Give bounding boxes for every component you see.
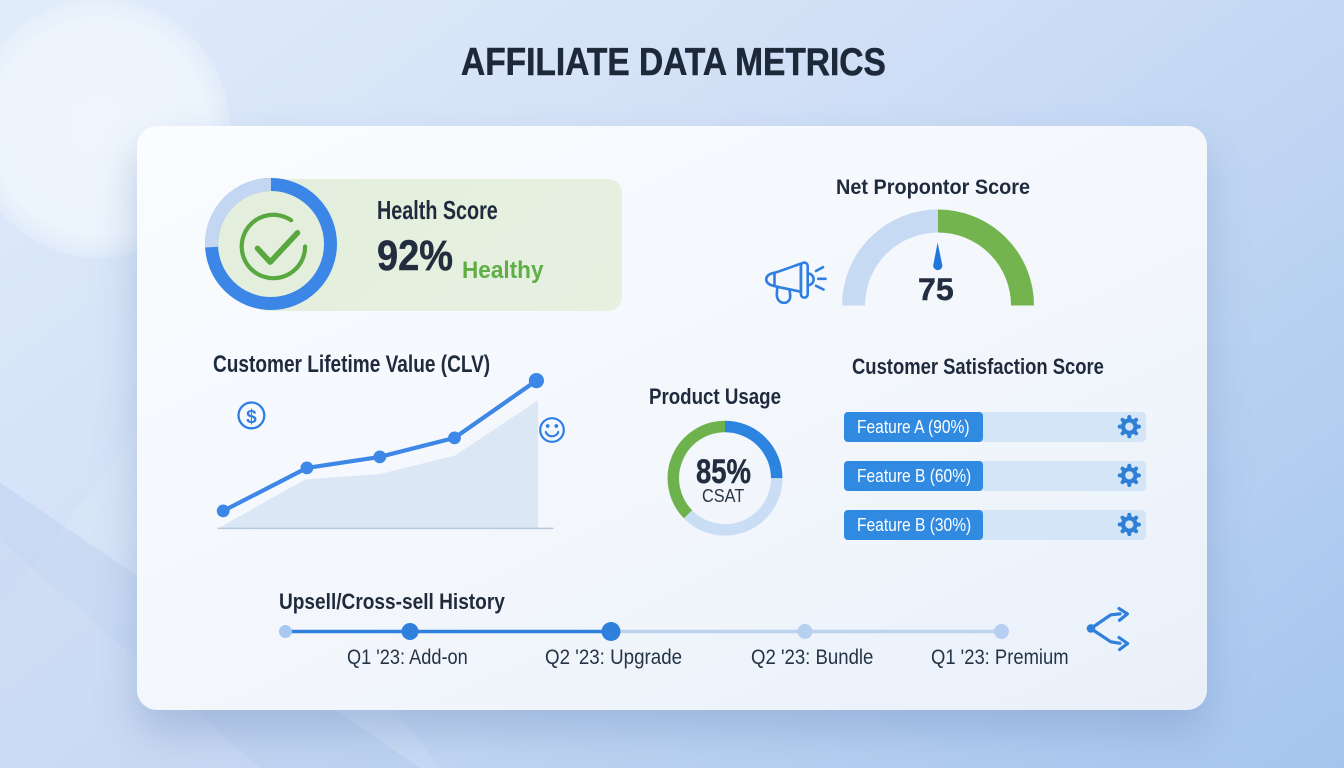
svg-text:$: $	[246, 407, 257, 428]
